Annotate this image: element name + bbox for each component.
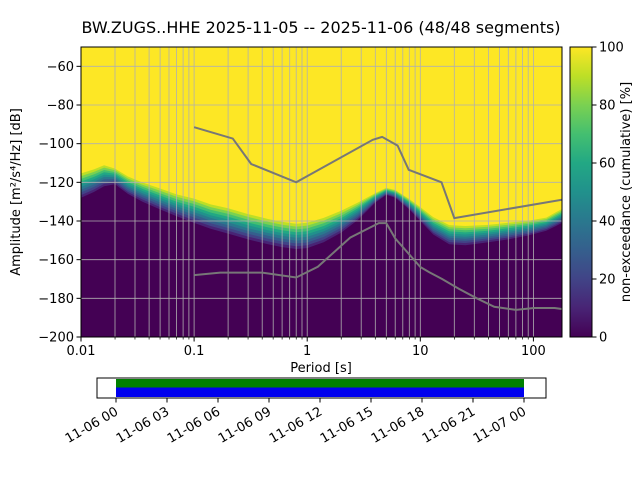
coverage-tick-label: 11-07 00 — [471, 404, 529, 446]
y-tick-label: −180 — [38, 292, 74, 307]
y-tick-label: −140 — [38, 215, 74, 230]
coverage-processed-bar — [116, 379, 524, 388]
y-tick-label: −120 — [38, 176, 74, 191]
colorbar-tick-label: 20 — [599, 273, 616, 288]
coverage-tick-label: 11-06 03 — [114, 404, 172, 446]
coverage-tick-label: 11-06 00 — [63, 404, 121, 446]
y-axis-label: Amplitude [m²/s⁴/Hz] [dB] — [9, 108, 24, 276]
y-tick-label: −100 — [38, 137, 74, 152]
colorbar-tick-label: 60 — [599, 157, 616, 172]
y-tick-label: −80 — [47, 99, 74, 114]
x-axis-label: Period [s] — [290, 361, 352, 376]
coverage-tick-label: 11-06 15 — [318, 404, 376, 446]
axes: 0.01 0.1 1 10 100 −200 −180 −160 −140 −120 −100 −80… — [38, 46, 563, 359]
coverage-tick-label: 11-06 09 — [216, 404, 274, 446]
nlnm-line — [194, 222, 562, 311]
colorbar-frame — [569, 46, 593, 338]
coverage-tick-label: 11-06 21 — [420, 404, 478, 446]
x-tick-label: 100 — [521, 344, 546, 359]
colorbar-label: non-exceedance (cumulative) [%] — [619, 82, 634, 302]
y-tick-label: −200 — [38, 331, 74, 346]
grid-lines — [81, 47, 562, 337]
x-tick-label: 0.01 — [67, 344, 96, 359]
x-tick-label: 0.1 — [184, 344, 205, 359]
colorbar-tick-label: 0 — [599, 331, 607, 346]
y-tick-label: −60 — [47, 60, 74, 75]
colorbar-swatch — [570, 47, 592, 337]
colorbar-tick-label: 100 — [599, 41, 624, 56]
colorbar-tick-label: 80 — [599, 99, 616, 114]
coverage-data-bar — [116, 387, 524, 397]
noise-model-lines — [193, 126, 562, 311]
coverage-tick-label: 11-06 18 — [369, 404, 427, 446]
x-tick-label: 1 — [303, 344, 311, 359]
x-tick-label: 10 — [412, 344, 429, 359]
nhnm-line — [193, 126, 562, 220]
y-tick-label: −160 — [38, 253, 74, 268]
plot-frame — [80, 46, 563, 338]
ppsd-mesh — [81, 47, 562, 337]
coverage-tick-label: 11-06 06 — [165, 404, 223, 446]
colorbar: 0 20 40 60 80 100 — [569, 41, 624, 346]
ppsd-band — [81, 184, 562, 337]
chart-title: BW.ZUGS..HHE 2025-11-05 -- 2025-11-06 (4… — [81, 18, 560, 37]
coverage-tick-label: 11-06 12 — [267, 404, 325, 446]
colorbar-tick-label: 40 — [599, 215, 616, 230]
